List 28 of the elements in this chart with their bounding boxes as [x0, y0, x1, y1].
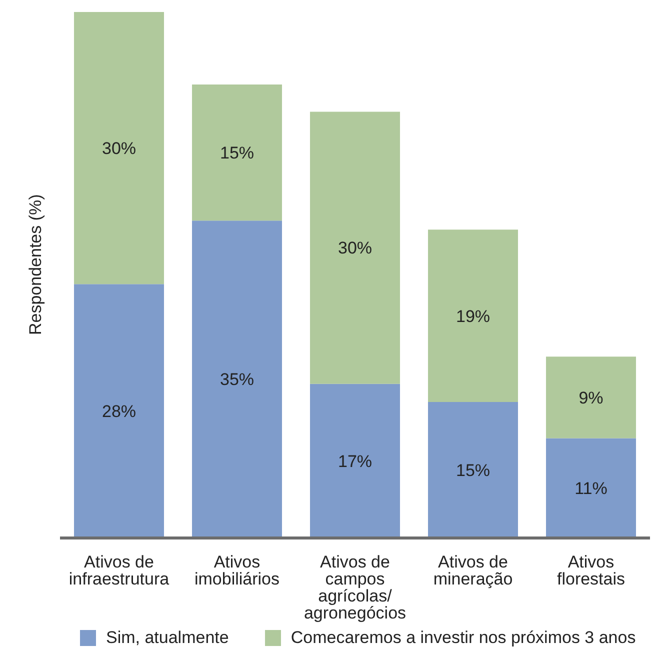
bar: [74, 12, 164, 284]
bar: [310, 384, 400, 538]
legend-label: Sim, atualmente: [105, 628, 229, 648]
y-axis-title: Respondentes (%): [26, 194, 46, 335]
data-label: 35%: [220, 370, 254, 390]
data-label: 17%: [338, 452, 372, 471]
x-tick-label: Ativos imobiliários: [194, 552, 280, 588]
x-tick-label: Ativos de mineração: [433, 552, 513, 588]
bar: [74, 284, 164, 538]
bar: [428, 230, 518, 402]
data-label: 30%: [102, 138, 136, 158]
bar: [192, 84, 282, 221]
data-label: 19%: [456, 306, 490, 326]
legend-label: Comecaremos a investir nos próximos 3 anos: [290, 628, 636, 648]
data-label: 30%: [338, 238, 372, 258]
bar: [546, 438, 636, 538]
bar: [428, 402, 518, 538]
x-tick-label: Ativos de infraestrutura: [68, 552, 170, 588]
data-label: 15%: [456, 460, 490, 480]
bar: [310, 112, 400, 384]
bar: [546, 356, 636, 438]
data-label: 28%: [102, 402, 136, 421]
x-tick-label: Ativos de campos agrícolas/ agronegócios: [304, 552, 406, 622]
data-label: 11%: [574, 479, 608, 498]
bar: [192, 220, 282, 538]
data-label: 15%: [220, 144, 254, 163]
data-label: 9%: [578, 388, 604, 408]
x-tick-label: Ativos florestais: [556, 552, 626, 588]
